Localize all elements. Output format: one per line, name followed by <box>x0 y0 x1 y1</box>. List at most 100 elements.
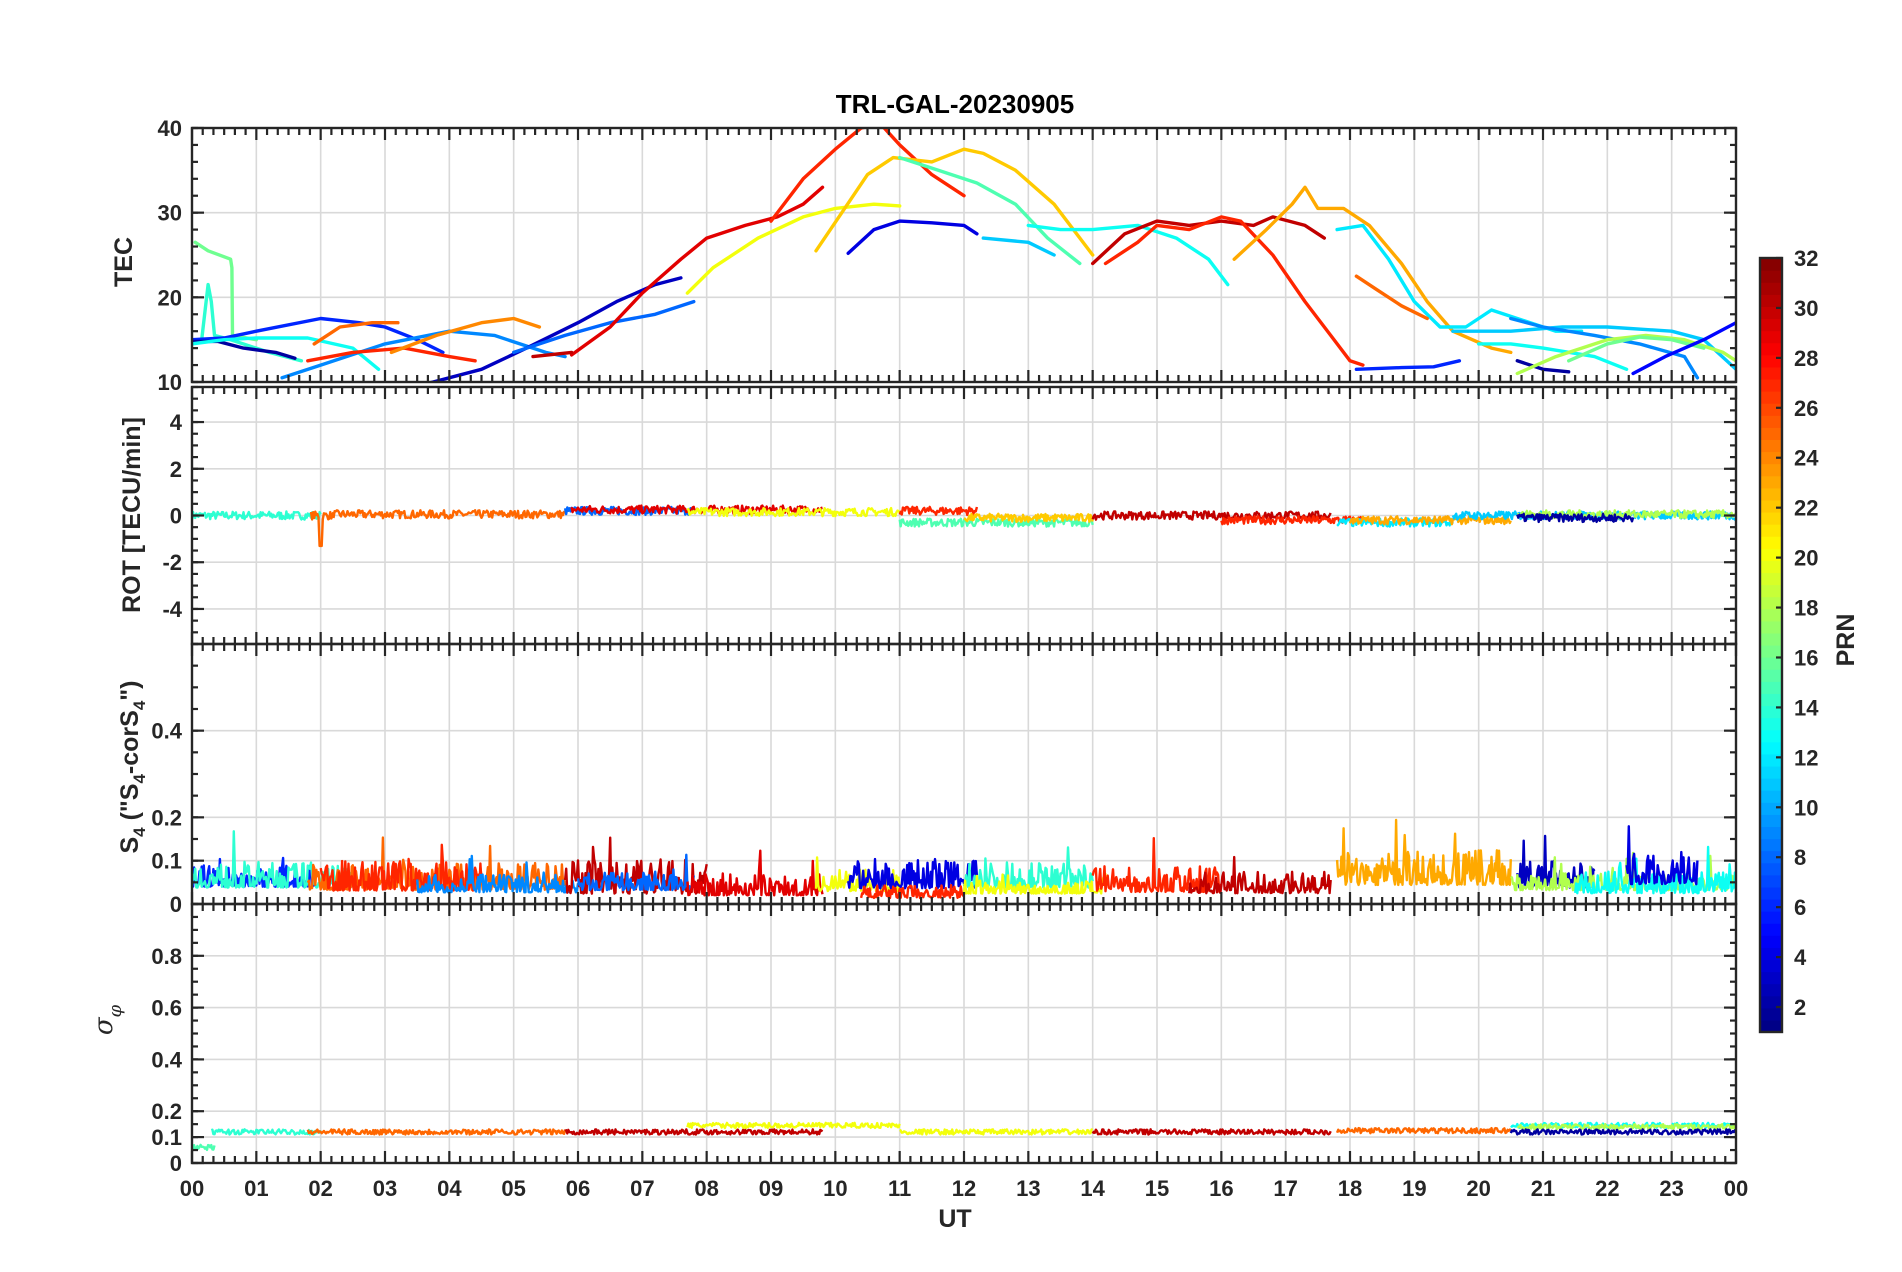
colorbar-swatch <box>1760 560 1782 574</box>
tec-series-prn-2 <box>1515 359 1571 374</box>
tec-axis-title: TEC <box>110 237 138 287</box>
tec-series-prn-3 <box>426 276 683 382</box>
colorbar-swatch <box>1760 294 1782 307</box>
sigma_phi-series-prn-30 <box>564 1128 824 1136</box>
colorbar-swatch <box>1760 693 1782 707</box>
colorbar-swatch <box>1760 741 1782 755</box>
s4-series-prn-23 <box>1335 818 1512 887</box>
colorbar-swatch <box>1760 439 1782 453</box>
x-tick-label: 21 <box>1531 1176 1555 1201</box>
tec-series-prn-24 <box>389 316 542 355</box>
tec-series-prn-27 <box>769 128 966 223</box>
tec-y-tick-label: 10 <box>158 370 182 395</box>
s4-y-tick-label: 0.2 <box>151 805 182 830</box>
colorbar-swatch <box>1760 729 1782 743</box>
sigma_phi-series-prn-25 <box>1335 1126 1512 1135</box>
colorbar-swatch <box>1760 258 1782 271</box>
s4-series-prn-27 <box>859 884 966 900</box>
x-tick-label: 14 <box>1080 1176 1105 1201</box>
s4-series-prn-30 <box>1188 855 1332 895</box>
colorbar-swatch <box>1760 850 1782 864</box>
colorbar-swatch <box>1760 995 1782 1009</box>
colorbar-tick-label: 12 <box>1794 745 1818 770</box>
sigma_phi-y-tick-label: 0 <box>170 1151 182 1176</box>
colorbar-swatch <box>1760 306 1782 320</box>
colorbar-swatch <box>1760 318 1782 332</box>
colorbar-swatch <box>1760 838 1782 852</box>
colorbar-swatch <box>1760 765 1782 779</box>
x-tick-label: 17 <box>1273 1176 1297 1201</box>
colorbar-swatch <box>1760 645 1782 658</box>
s4-y-tick-label: 0.1 <box>151 849 182 874</box>
tec-series-prn-27 <box>1103 215 1365 367</box>
rot-series-prn-2 <box>1516 512 1635 524</box>
colorbar-swatch <box>1760 669 1782 682</box>
rot-data <box>192 504 1736 548</box>
tec-series-prn-22 <box>814 147 1095 257</box>
x-tick-label: 10 <box>823 1176 847 1201</box>
colorbar-swatch <box>1760 911 1782 924</box>
sigma_phi-y-tick-label: 0.8 <box>151 944 182 969</box>
s4-series-prn-27 <box>319 843 483 892</box>
colorbar-swatch <box>1760 971 1782 985</box>
rot-grid <box>191 387 1737 644</box>
sigma_phi-series-prn-20 <box>686 1121 901 1130</box>
tec-series-prn-25 <box>312 321 400 346</box>
sigma_phi-series-prn-2 <box>1509 1128 1736 1136</box>
tec-series-prn-6 <box>1354 359 1462 371</box>
colorbar-swatch <box>1760 584 1782 598</box>
sigma_phi-y-tick-label: 0.4 <box>151 1047 182 1072</box>
colorbar-swatch <box>1760 935 1782 948</box>
colorbar-swatch <box>1760 681 1782 694</box>
colorbar-tick-label: 8 <box>1794 845 1806 870</box>
x-tick-label: 13 <box>1016 1176 1040 1201</box>
tec-series-prn-16 <box>1567 335 1706 363</box>
x-tick-label: 16 <box>1209 1176 1233 1201</box>
colorbar-tick-label: 32 <box>1794 246 1818 271</box>
colorbar-swatch <box>1760 874 1782 888</box>
s4-series-prn-20 <box>962 873 1107 895</box>
colorbar-tick-label: 22 <box>1794 496 1818 521</box>
tec-panel: 10 20 30 40 <box>158 116 1738 395</box>
x-tick-label: 20 <box>1466 1176 1490 1201</box>
colorbar-tick-label: 14 <box>1794 695 1819 720</box>
x-tick-label: 23 <box>1659 1176 1683 1201</box>
colorbar-swatch <box>1760 403 1782 416</box>
colorbar-swatch <box>1760 1019 1782 1033</box>
s4-series-prn-9 <box>416 854 580 894</box>
colorbar-swatch <box>1760 898 1782 912</box>
colorbar-tick-label: 28 <box>1794 346 1818 371</box>
sigma_phi-y-tick-label: 0.2 <box>151 1099 182 1124</box>
colorbar-swatch <box>1760 826 1782 840</box>
colorbar-swatch <box>1760 391 1782 404</box>
x-tick-label: 19 <box>1402 1176 1426 1201</box>
colorbar-swatch <box>1760 620 1782 634</box>
s4-data <box>192 818 1736 900</box>
s4-series-prn-4 <box>847 857 979 890</box>
colorbar-swatch <box>1760 608 1782 622</box>
s4-axis-title: S4 ("S4-corS4") <box>116 681 149 854</box>
x-tick-label: 11 <box>888 1176 911 1201</box>
colorbar-swatch <box>1760 959 1782 973</box>
colorbar-swatch <box>1760 778 1782 791</box>
tec-series-prn-30 <box>531 350 574 359</box>
colorbar-swatch <box>1760 1007 1782 1021</box>
x-tick-label: 02 <box>308 1176 332 1201</box>
tec-series-prn-8 <box>512 299 696 355</box>
rot-y-tick-label: -2 <box>162 550 182 575</box>
colorbar-swatch <box>1760 282 1782 295</box>
tec-series-prn-30 <box>1091 215 1326 266</box>
tec-series-prn-29 <box>569 185 825 357</box>
x-tick-label: 00 <box>1724 1176 1748 1201</box>
tec-series-prn-5 <box>1631 321 1736 376</box>
colorbar-swatch <box>1760 499 1782 513</box>
tec-series-prn-11 <box>981 236 1056 257</box>
rot-series-prn-22 <box>963 512 1094 523</box>
colorbar-swatch <box>1760 814 1782 827</box>
x-tick-label: 09 <box>759 1176 783 1201</box>
colorbar-swatch <box>1760 923 1782 936</box>
colorbar-swatch <box>1760 886 1782 900</box>
colorbar-tick-label: 30 <box>1794 296 1818 321</box>
